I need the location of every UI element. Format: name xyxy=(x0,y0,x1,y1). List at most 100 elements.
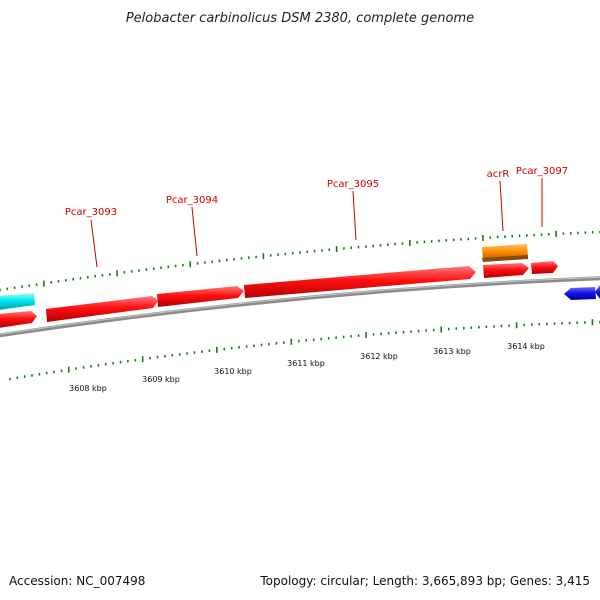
upper-minor-tick xyxy=(401,242,404,245)
gene-red-mid[interactable] xyxy=(483,263,529,278)
lower-minor-tick xyxy=(372,333,375,336)
upper-minor-tick xyxy=(372,244,374,248)
upper-minor-tick xyxy=(365,245,367,248)
upper-major-tick xyxy=(335,246,338,253)
accession-text: Accession: NC_007498 xyxy=(9,574,145,588)
gene-red-left[interactable] xyxy=(0,311,37,328)
upper-major-tick xyxy=(43,280,45,287)
lower-minor-tick xyxy=(268,342,270,346)
lower-minor-tick xyxy=(112,362,114,365)
upper-minor-tick xyxy=(138,269,140,272)
gene-pcar-3094[interactable] xyxy=(157,286,244,307)
upper-minor-tick xyxy=(423,240,426,244)
upper-minor-tick xyxy=(467,237,470,241)
lower-minor-tick xyxy=(568,321,571,325)
upper-minor-tick xyxy=(394,242,396,246)
upper-minor-tick xyxy=(211,260,213,263)
gene-pcar-3095[interactable] xyxy=(244,266,476,298)
lower-minor-tick xyxy=(90,365,92,368)
lower-major-tick xyxy=(440,326,442,333)
gene-blue-2[interactable] xyxy=(595,285,600,299)
upper-minor-tick xyxy=(533,233,535,237)
upper-minor-tick xyxy=(240,257,243,260)
gene-label-pcar-3094: Pcar_3094 xyxy=(166,195,218,206)
upper-minor-tick xyxy=(591,231,594,234)
lower-minor-tick xyxy=(60,369,63,372)
lower-minor-tick xyxy=(298,339,300,343)
gene-pcar-3093[interactable] xyxy=(46,296,158,322)
upper-minor-tick xyxy=(474,237,477,240)
gene-cyan[interactable] xyxy=(0,293,35,310)
lower-minor-tick xyxy=(327,337,330,340)
gene-blue-1[interactable] xyxy=(564,287,596,300)
upper-minor-tick xyxy=(460,238,462,241)
upper-minor-tick xyxy=(145,268,148,271)
upper-minor-tick xyxy=(152,267,155,270)
gene-pcar-3097[interactable] xyxy=(531,261,558,274)
upper-minor-tick xyxy=(160,266,162,269)
upper-minor-tick xyxy=(299,251,301,254)
lower-major-tick xyxy=(591,319,594,326)
lower-minor-tick xyxy=(500,324,503,328)
upper-minor-tick xyxy=(6,287,9,291)
lower-minor-tick xyxy=(335,336,337,339)
upper-minor-tick xyxy=(233,258,235,261)
label-leader-pcar-3094 xyxy=(191,206,198,257)
lower-minor-tick xyxy=(201,350,203,353)
lower-minor-tick xyxy=(508,324,510,327)
upper-minor-tick xyxy=(21,285,23,288)
upper-minor-tick xyxy=(50,281,52,284)
upper-minor-tick xyxy=(226,258,228,262)
lower-minor-tick xyxy=(127,359,129,363)
lower-minor-tick xyxy=(230,346,233,350)
lower-major-tick xyxy=(515,322,518,329)
lower-minor-tick xyxy=(193,351,196,354)
lower-minor-tick xyxy=(223,347,226,351)
upper-minor-tick xyxy=(35,283,38,286)
upper-minor-tick xyxy=(328,248,331,251)
genome-backbone xyxy=(0,276,600,338)
upper-major-tick xyxy=(409,240,411,246)
upper-minor-tick xyxy=(13,286,16,289)
upper-minor-tick xyxy=(101,274,104,277)
lower-minor-tick xyxy=(45,371,48,375)
lower-minor-tick xyxy=(208,349,211,352)
gene-label-pcar-3093: Pcar_3093 xyxy=(65,207,117,218)
upper-minor-tick xyxy=(379,244,382,247)
upper-major-tick xyxy=(116,270,118,277)
upper-minor-tick xyxy=(452,238,455,242)
upper-minor-tick xyxy=(540,233,543,236)
lower-minor-tick xyxy=(238,346,240,349)
gene-label-pcar-3095: Pcar_3095 xyxy=(327,179,379,190)
upper-minor-tick xyxy=(518,234,521,238)
upper-minor-tick xyxy=(167,265,170,269)
upper-minor-tick xyxy=(204,261,206,264)
lower-major-tick xyxy=(68,366,70,373)
upper-minor-tick xyxy=(430,240,433,243)
lower-minor-tick xyxy=(186,352,188,355)
lower-minor-tick xyxy=(31,374,33,377)
lower-minor-tick xyxy=(97,364,100,367)
lower-minor-tick xyxy=(478,326,480,329)
upper-minor-tick xyxy=(306,250,309,253)
upper-minor-tick xyxy=(416,241,418,244)
lower-minor-tick xyxy=(531,323,533,326)
upper-minor-tick xyxy=(343,247,345,250)
upper-minor-tick xyxy=(277,253,279,256)
scale-label-3608: 3608 kbp xyxy=(69,384,107,393)
lower-minor-tick xyxy=(463,326,465,330)
upper-minor-tick xyxy=(284,252,287,256)
lower-minor-tick xyxy=(447,327,450,331)
upper-minor-tick xyxy=(526,234,528,237)
gene-acrr-base xyxy=(482,255,528,262)
scale-label-3610: 3610 kbp xyxy=(214,367,252,376)
scale-label-3609: 3609 kbp xyxy=(142,375,180,384)
upper-major-tick xyxy=(189,261,191,268)
upper-minor-tick xyxy=(72,278,74,281)
upper-minor-tick xyxy=(0,288,1,292)
lower-minor-tick xyxy=(171,354,174,357)
lower-minor-tick xyxy=(164,355,166,358)
lower-major-tick xyxy=(290,338,293,345)
genome-backbone-highlight xyxy=(0,276,600,335)
upper-minor-tick xyxy=(562,232,565,235)
